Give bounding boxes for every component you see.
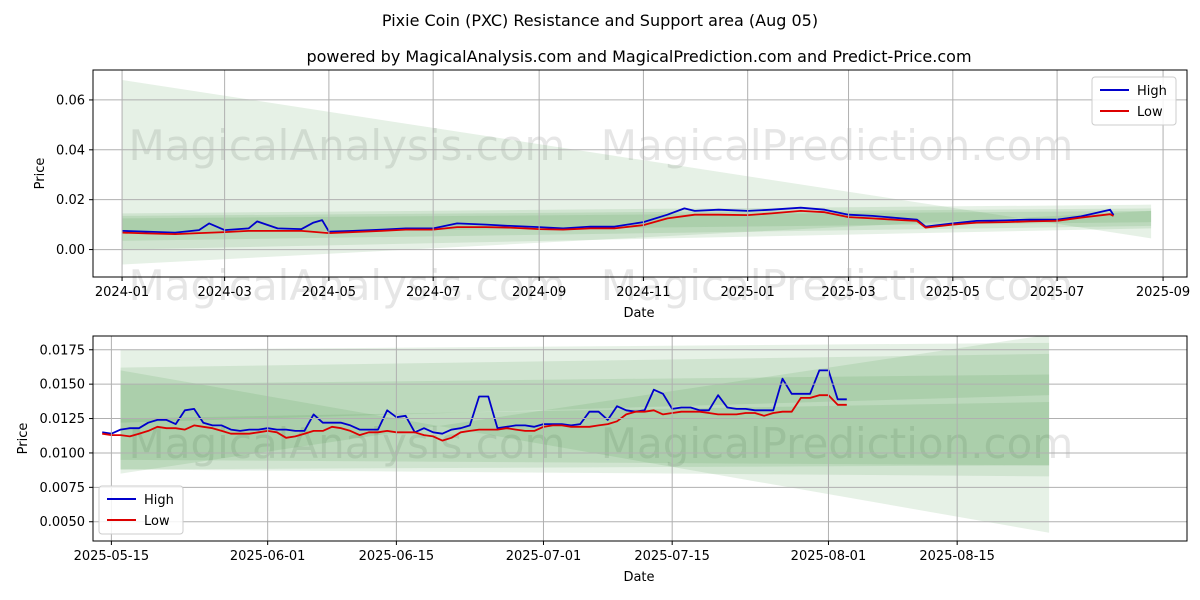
support-resistance-band [120, 336, 1050, 533]
y-axis-label: Price [16, 423, 31, 455]
y-tick-label: 0.04 [56, 143, 85, 158]
x-axis-label: Date [623, 570, 654, 585]
legend-label-high: High [1137, 84, 1167, 99]
watermark-analysis: MagicalAnalysis.com [129, 121, 566, 170]
legend-label-low: Low [144, 514, 170, 529]
x-tick-label: 2025-09 [1136, 285, 1190, 300]
series-line-low [102, 394, 847, 442]
y-tick-label: 0.0050 [40, 515, 86, 530]
watermark-analysis: MagicalAnalysis.com [129, 261, 566, 310]
plot-frame [92, 335, 1188, 542]
x-tick-label: 2025-05-15 [74, 549, 150, 564]
x-tick-label: 2024-07 [406, 285, 460, 300]
x-tick-label: 2024-09 [512, 285, 566, 300]
support-resistance-band [120, 374, 1050, 423]
top-panel: MagicalAnalysis.com MagicalPrediction.com… [33, 69, 1190, 321]
series-line-high [102, 369, 847, 435]
x-tick-label: 2024-11 [616, 285, 670, 300]
bottom-panel: MagicalAnalysis.com MagicalPrediction.com… [16, 335, 1188, 585]
y-tick-label: 0.02 [56, 193, 85, 208]
chart-subtitle: powered by MagicalAnalysis.com and Magic… [306, 47, 971, 66]
x-tick-label: 2025-08-15 [919, 549, 995, 564]
y-tick-label: 0.0175 [40, 343, 86, 358]
legend-label-low: Low [1137, 105, 1163, 120]
y-axis-label: Price [33, 158, 48, 190]
y-tick-label: 0.0075 [40, 481, 86, 496]
y-tick-label: 0.06 [56, 93, 85, 108]
support-resistance-band [120, 402, 1050, 466]
x-tick-label: 2024-01 [95, 285, 149, 300]
x-tick-label: 2024-05 [302, 285, 356, 300]
legend-label-high: High [144, 493, 174, 508]
legend: High Low [1091, 76, 1177, 126]
x-tick-label: 2025-07-15 [634, 549, 710, 564]
y-tick-label: 0.00 [56, 243, 85, 258]
x-tick-label: 2024-03 [197, 285, 251, 300]
y-tick-label: 0.0100 [40, 446, 86, 461]
x-tick-label: 2025-01 [721, 285, 775, 300]
watermark-prediction: MagicalPrediction.com [601, 419, 1074, 468]
watermark-prediction: MagicalPrediction.com [601, 261, 1074, 310]
x-tick-label: 2025-07-01 [506, 549, 582, 564]
series-line-high [122, 206, 1115, 234]
plot-area [102, 336, 1050, 533]
plot-area [122, 79, 1152, 265]
support-resistance-band [120, 353, 1050, 470]
x-tick-label: 2025-03 [821, 285, 875, 300]
plot-frame [92, 69, 1188, 278]
x-tick-label: 2025-06-01 [230, 549, 306, 564]
support-resistance-band [122, 208, 1152, 241]
x-axis-label: Date [623, 306, 654, 321]
y-tick-label: 0.0125 [40, 412, 86, 427]
x-tick-label: 2025-08-01 [791, 549, 867, 564]
x-tick-label: 2025-05 [926, 285, 980, 300]
x-tick-label: 2025-07 [1030, 285, 1084, 300]
y-tick-label: 0.0150 [40, 378, 86, 393]
support-resistance-band [122, 204, 1152, 250]
chart-title: Pixie Coin (PXC) Resistance and Support … [382, 11, 818, 30]
support-resistance-band [122, 210, 1152, 234]
x-tick-label: 2025-06-15 [359, 549, 435, 564]
watermark-prediction: MagicalPrediction.com [601, 121, 1074, 170]
legend: High Low [98, 485, 184, 535]
